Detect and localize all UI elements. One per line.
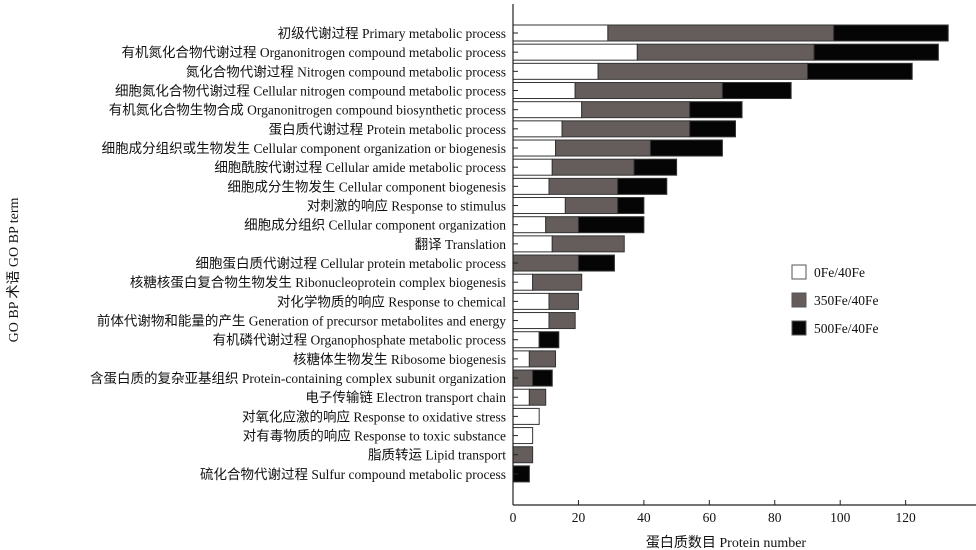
bar-segment-0fe-40fe [512,62,599,80]
bar-segment-350fe-40fe [607,24,835,42]
category-label: 细胞成分组织或生物发生 Cellular component organizat… [102,141,506,156]
category-label: 核糖体生物发生 Ribosome biogenesis [293,352,506,367]
legend-swatch [791,292,807,308]
bar-segment-350fe-40fe [528,350,557,368]
bar-segment-500fe-40fe [617,177,668,195]
legend-swatch [791,264,807,280]
legend-swatch [791,320,807,336]
x-tick-label: 80 [768,510,782,525]
category-label: 核糖核蛋白复合物生物发生 Ribonucleoprotein complex b… [130,274,506,290]
x-axis-label: 蛋白质数目 Protein number [646,535,807,550]
category-label: 脂质转运 Lipid transport [368,448,506,463]
category-label: 翻译 Translation [415,237,507,252]
bar-segment-500fe-40fe [577,254,615,272]
bar-segment-350fe-40fe [636,43,815,61]
category-label: 对有毒物质的响应 Response to toxic substance [243,428,506,444]
category-label: 有机氮化合物代谢过程 Organonitrogen compound metab… [122,45,506,60]
category-label: 细胞蛋白质代谢过程 Cellular protein metabolic pro… [196,256,506,271]
category-label: 氮化合物代谢过程 Nitrogen compound metabolic pro… [186,64,506,79]
bar-segment-500fe-40fe [577,216,645,234]
category-label: 对刺激的响应 Response to stimulus [307,198,506,214]
x-tick-label: 100 [830,510,851,525]
x-ticks: 0 20 40 60 80 100 120 [510,500,916,525]
bar-segment-350fe-40fe [581,101,691,119]
bar-segment-0fe-40fe [512,292,550,310]
bar-segment-350fe-40fe [532,273,583,291]
x-tick-label: 20 [572,510,586,525]
bar-segment-500fe-40fe [617,197,645,215]
category-label: 有机磷代谢过程 Organophosphate metabolic proces… [213,333,506,348]
legend-label: 0Fe/40Fe [814,265,865,280]
bar-segment-350fe-40fe [551,158,635,176]
bar-segment-500fe-40fe [689,101,743,119]
category-label: 硫化合物代谢过程 Sulfur compound metabolic proce… [200,467,506,482]
bar-segment-350fe-40fe [545,216,579,234]
bar-segment-350fe-40fe [555,139,651,157]
x-tick-label: 0 [510,510,517,525]
bar-segment-500fe-40fe [649,139,723,157]
bar-segment-0fe-40fe [512,24,609,42]
bar-segment-0fe-40fe [512,139,557,157]
bar-segment-0fe-40fe [512,82,576,100]
legend-label: 500Fe/40Fe [814,321,879,336]
bar-segment-500fe-40fe [538,331,560,349]
bar-segment-350fe-40fe [561,120,691,138]
bar-segment-350fe-40fe [597,62,808,80]
bar-segment-0fe-40fe [512,197,566,215]
category-label: 细胞酰胺代谢过程 Cellular amide metabolic proces… [214,160,506,175]
bar-segment-500fe-40fe [532,369,553,387]
category-labels: 初级代谢过程 Primary metabolic process 有机氮化合物代谢… [90,25,518,482]
category-label: 细胞成分组织 Cellular component organization [244,218,506,233]
bar-segment-350fe-40fe [551,235,625,253]
y-axis-label: GO BP 术语 GO BP term [6,197,22,342]
category-label: 有机氮化合物生物合成 Organonitrogen compound biosy… [109,103,506,118]
bar-segment-0fe-40fe [512,158,553,176]
category-label: 细胞成分生物发生 Cellular component biogenesis [227,179,506,194]
bar-segment-500fe-40fe [813,43,939,61]
x-tick-label: 120 [896,510,917,525]
bar-segment-500fe-40fe [833,24,949,42]
bar-segment-0fe-40fe [512,120,563,138]
bars-group [512,24,949,483]
bar-segment-350fe-40fe [548,177,619,195]
bar-segment-500fe-40fe [721,82,792,100]
category-label: 对氧化应激的响应 Response to oxidative stress [242,408,506,424]
bar-segment-350fe-40fe [512,254,579,272]
category-label: 前体代谢物和能量的产生 Generation of precursor meta… [97,313,506,329]
legend-label: 350Fe/40Fe [814,293,879,308]
category-label: 蛋白质代谢过程 Protein metabolic process [269,122,506,137]
bar-segment-0fe-40fe [512,235,553,253]
bar-segment-350fe-40fe [548,312,576,330]
bar-segment-0fe-40fe [512,101,583,119]
x-tick-label: 40 [637,510,651,525]
bar-segment-350fe-40fe [528,388,547,406]
category-label: 电子传输链 Electron transport chain [305,390,506,405]
x-tick-label: 60 [703,510,717,525]
bar-segment-350fe-40fe [548,292,579,310]
bar-segment-500fe-40fe [806,62,913,80]
category-label: 对化学物质的响应 Response to chemical [277,293,506,309]
category-label: 细胞氮化合物代谢过程 Cellular nitrogen compound me… [115,84,506,99]
bar-segment-500fe-40fe [689,120,736,138]
category-label: 含蛋白质的复杂亚基组织 Protein-containing complex s… [90,370,506,386]
bar-segment-0fe-40fe [512,312,550,330]
category-label: 初级代谢过程 Primary metabolic process [278,25,506,41]
bar-segment-0fe-40fe [512,177,550,195]
bar-segment-350fe-40fe [574,82,723,100]
bar-segment-0fe-40fe [512,43,638,61]
bar-segment-500fe-40fe [633,158,678,176]
legend: 0Fe/40Fe 350Fe/40Fe 500Fe/40Fe [791,264,879,336]
bar-segment-350fe-40fe [564,197,619,215]
